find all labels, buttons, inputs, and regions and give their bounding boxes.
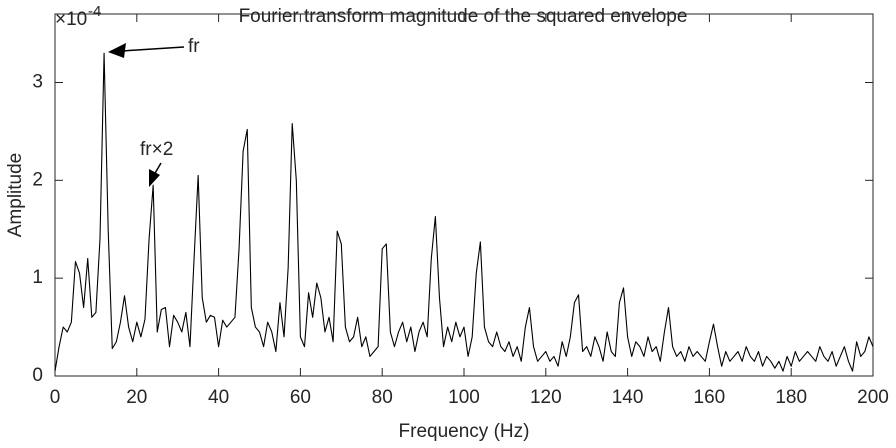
x-tick-label: 140: [612, 387, 644, 408]
annotation-arrow: [121, 46, 185, 52]
data-line: [54, 52, 874, 372]
x-tick-label: 80: [372, 387, 393, 408]
annotation: fr×2: [140, 139, 173, 160]
x-tick-label: 60: [290, 387, 311, 408]
x-tick-label: 0: [50, 387, 61, 408]
x-tick-label: 40: [208, 387, 229, 408]
annotation-arrowhead: [108, 43, 126, 58]
x-tick-label: 20: [126, 387, 147, 408]
y-tick-label: 2: [32, 169, 43, 190]
x-tick-label: 120: [530, 387, 562, 408]
y-axis-label: Amplitude: [5, 153, 26, 238]
x-tick-label: 180: [775, 387, 807, 408]
y-tick-label: 1: [32, 267, 43, 288]
annotation-arrowhead: [149, 169, 160, 187]
x-tick-label: 160: [694, 387, 726, 408]
y-exponent: -4: [88, 3, 101, 20]
annotation: fr: [188, 36, 200, 57]
chart-title: Fourier transform magnitude of the squar…: [239, 6, 688, 27]
x-tick-label: 100: [448, 387, 480, 408]
y-multiplier: ×10: [55, 9, 87, 30]
x-tick-label: 200: [857, 387, 889, 408]
y-tick-label: 0: [32, 365, 43, 386]
x-axis-label: Frequency (Hz): [399, 421, 530, 442]
y-tick-label: 3: [32, 72, 43, 93]
